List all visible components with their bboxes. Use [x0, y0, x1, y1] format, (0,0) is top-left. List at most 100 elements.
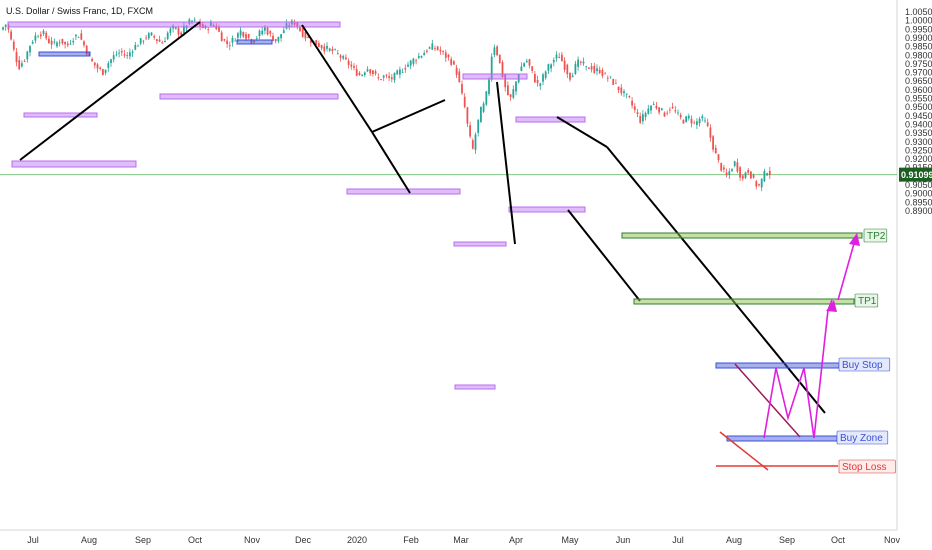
candle-body [193, 19, 196, 21]
candle-body [237, 33, 239, 38]
candle-body [396, 70, 399, 75]
trend-line [496, 81, 516, 245]
candle-body [382, 75, 385, 78]
candle-body [129, 52, 131, 57]
candle-body [145, 37, 147, 39]
time-tick-label: Mar [453, 535, 469, 545]
candle-body [612, 79, 615, 85]
candle-body [760, 178, 763, 188]
candle-body [323, 46, 326, 52]
purple-zone-box [453, 241, 507, 247]
candle-body [512, 89, 515, 98]
candle-body [444, 52, 447, 58]
candle-body [752, 175, 755, 178]
candle-body [288, 25, 291, 27]
candle-body [301, 28, 304, 37]
candle-body [447, 54, 450, 58]
candle-body [56, 42, 58, 47]
candle-body [72, 40, 75, 43]
candle-body [12, 41, 15, 50]
candle-body [515, 81, 517, 92]
candle-body [450, 59, 453, 65]
candle-body [731, 169, 733, 172]
candle-body [166, 32, 169, 40]
candle-body [617, 86, 620, 91]
candle-body [342, 56, 345, 59]
candle-body [463, 96, 466, 108]
candle-body [528, 59, 531, 66]
candle-body [347, 60, 350, 65]
purple-zone-box [23, 112, 98, 118]
candle-body [282, 30, 285, 34]
candle-body [690, 118, 693, 124]
candle-body [577, 59, 579, 67]
chart-title: U.S. Dollar / Swiss Franc, 1D, FXCM [6, 6, 153, 16]
time-tick-label: Aug [81, 535, 97, 545]
candle-body [558, 57, 561, 59]
candle-body [401, 71, 404, 73]
candle-body [39, 34, 42, 37]
candle-body [83, 41, 85, 46]
time-tick-label: Oct [188, 535, 203, 545]
candle-body [266, 27, 269, 35]
candle-body [552, 59, 555, 63]
trend-line [19, 21, 201, 161]
candle-body [177, 28, 180, 35]
candle-body [285, 23, 288, 29]
candle-body [309, 40, 312, 43]
candle-body [566, 64, 569, 75]
candle-body [4, 24, 7, 28]
candle-body [345, 57, 347, 60]
candle-body [588, 67, 590, 69]
candle-body [579, 61, 582, 63]
candle-body [593, 65, 596, 73]
candle-body [48, 38, 50, 44]
candle-body [77, 36, 80, 38]
candle-body [372, 70, 374, 75]
candle-body [420, 55, 423, 58]
price-tick-label: 1.00500 [905, 7, 932, 17]
tp1-label: TP1 [858, 296, 877, 307]
candle-body [501, 62, 504, 77]
trend-line [371, 99, 446, 133]
candle-body [426, 50, 428, 52]
candle-body [542, 74, 544, 82]
candle-body [304, 31, 307, 39]
candle-body [544, 71, 547, 78]
purple-zone-box [454, 384, 496, 390]
candle-body [277, 36, 280, 42]
purple-zone-box [515, 116, 586, 123]
candle-body [226, 40, 228, 44]
candle-body [415, 60, 417, 62]
current-price-badge [899, 167, 932, 182]
candle-body [31, 41, 34, 44]
candle-body [477, 119, 480, 133]
time-tick-label: Nov [244, 535, 261, 545]
candle-body [407, 64, 409, 67]
candle-body [120, 50, 123, 53]
candle-body [280, 34, 282, 39]
candle-body [264, 27, 266, 31]
candle-body [550, 64, 552, 69]
trend-line [556, 116, 608, 148]
candle-body [509, 94, 512, 97]
candle-body [439, 49, 442, 52]
candle-body [525, 60, 528, 63]
candle-body [34, 35, 37, 41]
candle-body [547, 64, 550, 71]
candle-body [714, 147, 717, 154]
candle-body [539, 83, 542, 87]
tp1-level [633, 298, 855, 305]
candle-body [269, 31, 272, 34]
candle-body [115, 54, 118, 56]
candle-body [253, 40, 255, 43]
candle-body [61, 38, 64, 44]
tp2-level [621, 232, 863, 239]
candle-body [336, 53, 339, 55]
candle-body [404, 67, 407, 70]
price-tick-label: 0.89000 [905, 206, 932, 216]
